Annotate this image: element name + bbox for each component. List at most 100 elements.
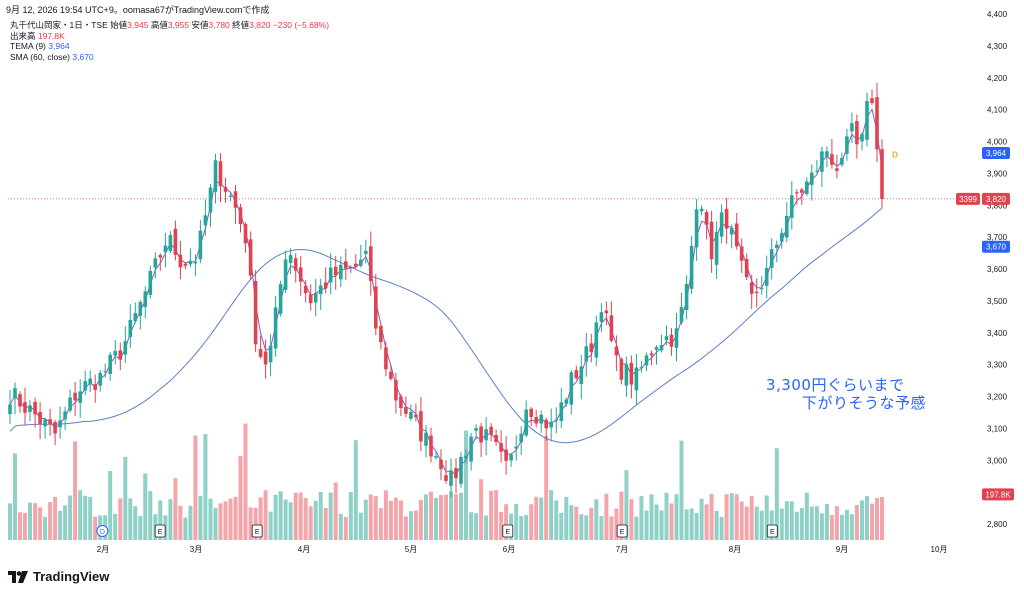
candle-body [248, 239, 253, 276]
volume-bar [584, 515, 589, 540]
candle-body [63, 411, 67, 420]
candle-body [554, 419, 559, 421]
candle-body [790, 195, 794, 218]
volume-bar [564, 496, 569, 540]
earnings-marker[interactable] [616, 524, 628, 538]
volume-bar [769, 510, 774, 540]
volume-bar [248, 507, 253, 540]
candle-body [268, 345, 273, 363]
earnings-marker[interactable] [251, 524, 263, 538]
tema-label[interactable]: TEMA (9) [10, 41, 46, 51]
volume-bar [744, 506, 749, 540]
volume-bar [48, 502, 53, 540]
annotation-text-2[interactable]: 下がりそうな予感 [802, 392, 926, 413]
volume-bar [880, 497, 884, 540]
candle-body [679, 307, 684, 323]
candle-body [28, 405, 32, 412]
volume-bar [784, 501, 789, 540]
candle-body [308, 294, 313, 304]
candle-body [614, 346, 619, 356]
candle-body [644, 355, 649, 366]
volume-bar [569, 505, 574, 540]
candle-body [228, 195, 233, 197]
volume-bar [659, 510, 664, 540]
volume-bar [278, 491, 283, 540]
candle-body [609, 315, 614, 341]
volume-bar [814, 506, 819, 540]
candle-body [48, 419, 52, 425]
time-axis[interactable]: 2月 3月 4月 5月 6月 7月 8月 9月 10月 [97, 545, 948, 554]
volume-label[interactable]: 出来高 [10, 30, 36, 41]
volume-bar [534, 496, 539, 540]
volume-bar [764, 495, 769, 540]
annotation-text[interactable]: 3,300円ぐらいまで [766, 374, 904, 395]
volume-bar [619, 491, 624, 540]
volume-bar [43, 516, 48, 540]
candle-body [404, 407, 408, 414]
volume-bar [714, 511, 719, 540]
volume-bar [594, 499, 599, 540]
candle-body [23, 402, 27, 413]
volume-bar [53, 496, 58, 540]
volume-bar [544, 435, 549, 540]
volume-bar [484, 515, 489, 540]
candle-body [354, 263, 358, 267]
candle-body [704, 212, 709, 225]
volume-bar [739, 501, 744, 540]
candle-body [594, 322, 599, 358]
candle-body [349, 267, 353, 268]
dividend-marker[interactable] [96, 525, 109, 537]
volume-bar [684, 509, 689, 540]
candle-body [439, 459, 443, 470]
candle-body [83, 381, 87, 391]
time-tick-label: 6月 [503, 545, 515, 554]
time-tick-label: 7月 [616, 545, 628, 554]
candle-body [53, 422, 57, 434]
volume-bar [83, 495, 88, 540]
volume-bar [729, 493, 734, 540]
candle-body [153, 258, 158, 268]
earnings-marker[interactable] [154, 524, 166, 538]
candle-body [313, 293, 318, 303]
candle-body [318, 285, 323, 295]
volume-bar [829, 515, 834, 540]
volume-bar [774, 448, 779, 540]
candle-body [805, 181, 809, 194]
candle-body [449, 470, 453, 486]
volume-bar [408, 511, 413, 540]
earnings-marker[interactable] [766, 524, 778, 538]
candle-body [263, 351, 268, 365]
volume-bar [504, 504, 509, 540]
candle-body [484, 429, 488, 441]
candle-body [669, 334, 674, 347]
candle-body [133, 313, 138, 322]
candle-body [780, 232, 784, 242]
volume-bar [78, 490, 83, 540]
future-dividend-marker[interactable]: D [892, 150, 898, 159]
volume-bar [153, 514, 158, 540]
volume-bar [719, 517, 724, 540]
candle-body [769, 249, 774, 268]
time-tick-label: 3月 [190, 545, 202, 554]
volume-bar [358, 512, 363, 540]
candle-body [103, 371, 107, 373]
sma-label[interactable]: SMA (60, close) [10, 51, 70, 62]
candle-body [835, 168, 839, 171]
candle-body [163, 245, 168, 253]
tradingview-logo[interactable]: TradingView [8, 569, 109, 584]
candle-body [384, 347, 388, 370]
price-tick-label: 3,100 [987, 424, 1008, 433]
candle-body [694, 209, 699, 248]
candle-body [113, 350, 117, 356]
price-axis[interactable]: 2,800 2,900 3,000 3,100 3,200 3,300 3,400 3,500… [987, 10, 1008, 529]
earnings-marker[interactable] [502, 524, 514, 538]
candle-body [860, 134, 864, 142]
volume-bar [454, 494, 458, 540]
volume-bar [63, 505, 68, 540]
candle-body [223, 187, 228, 192]
volume-bar [494, 490, 499, 540]
ohlc-row: 丸千代山岡家・1日・TSE 始値3,945 高値3,955 安値3,780 終値… [10, 20, 329, 31]
symbol-name[interactable]: 丸千代山岡家・1日・TSE [10, 20, 108, 30]
